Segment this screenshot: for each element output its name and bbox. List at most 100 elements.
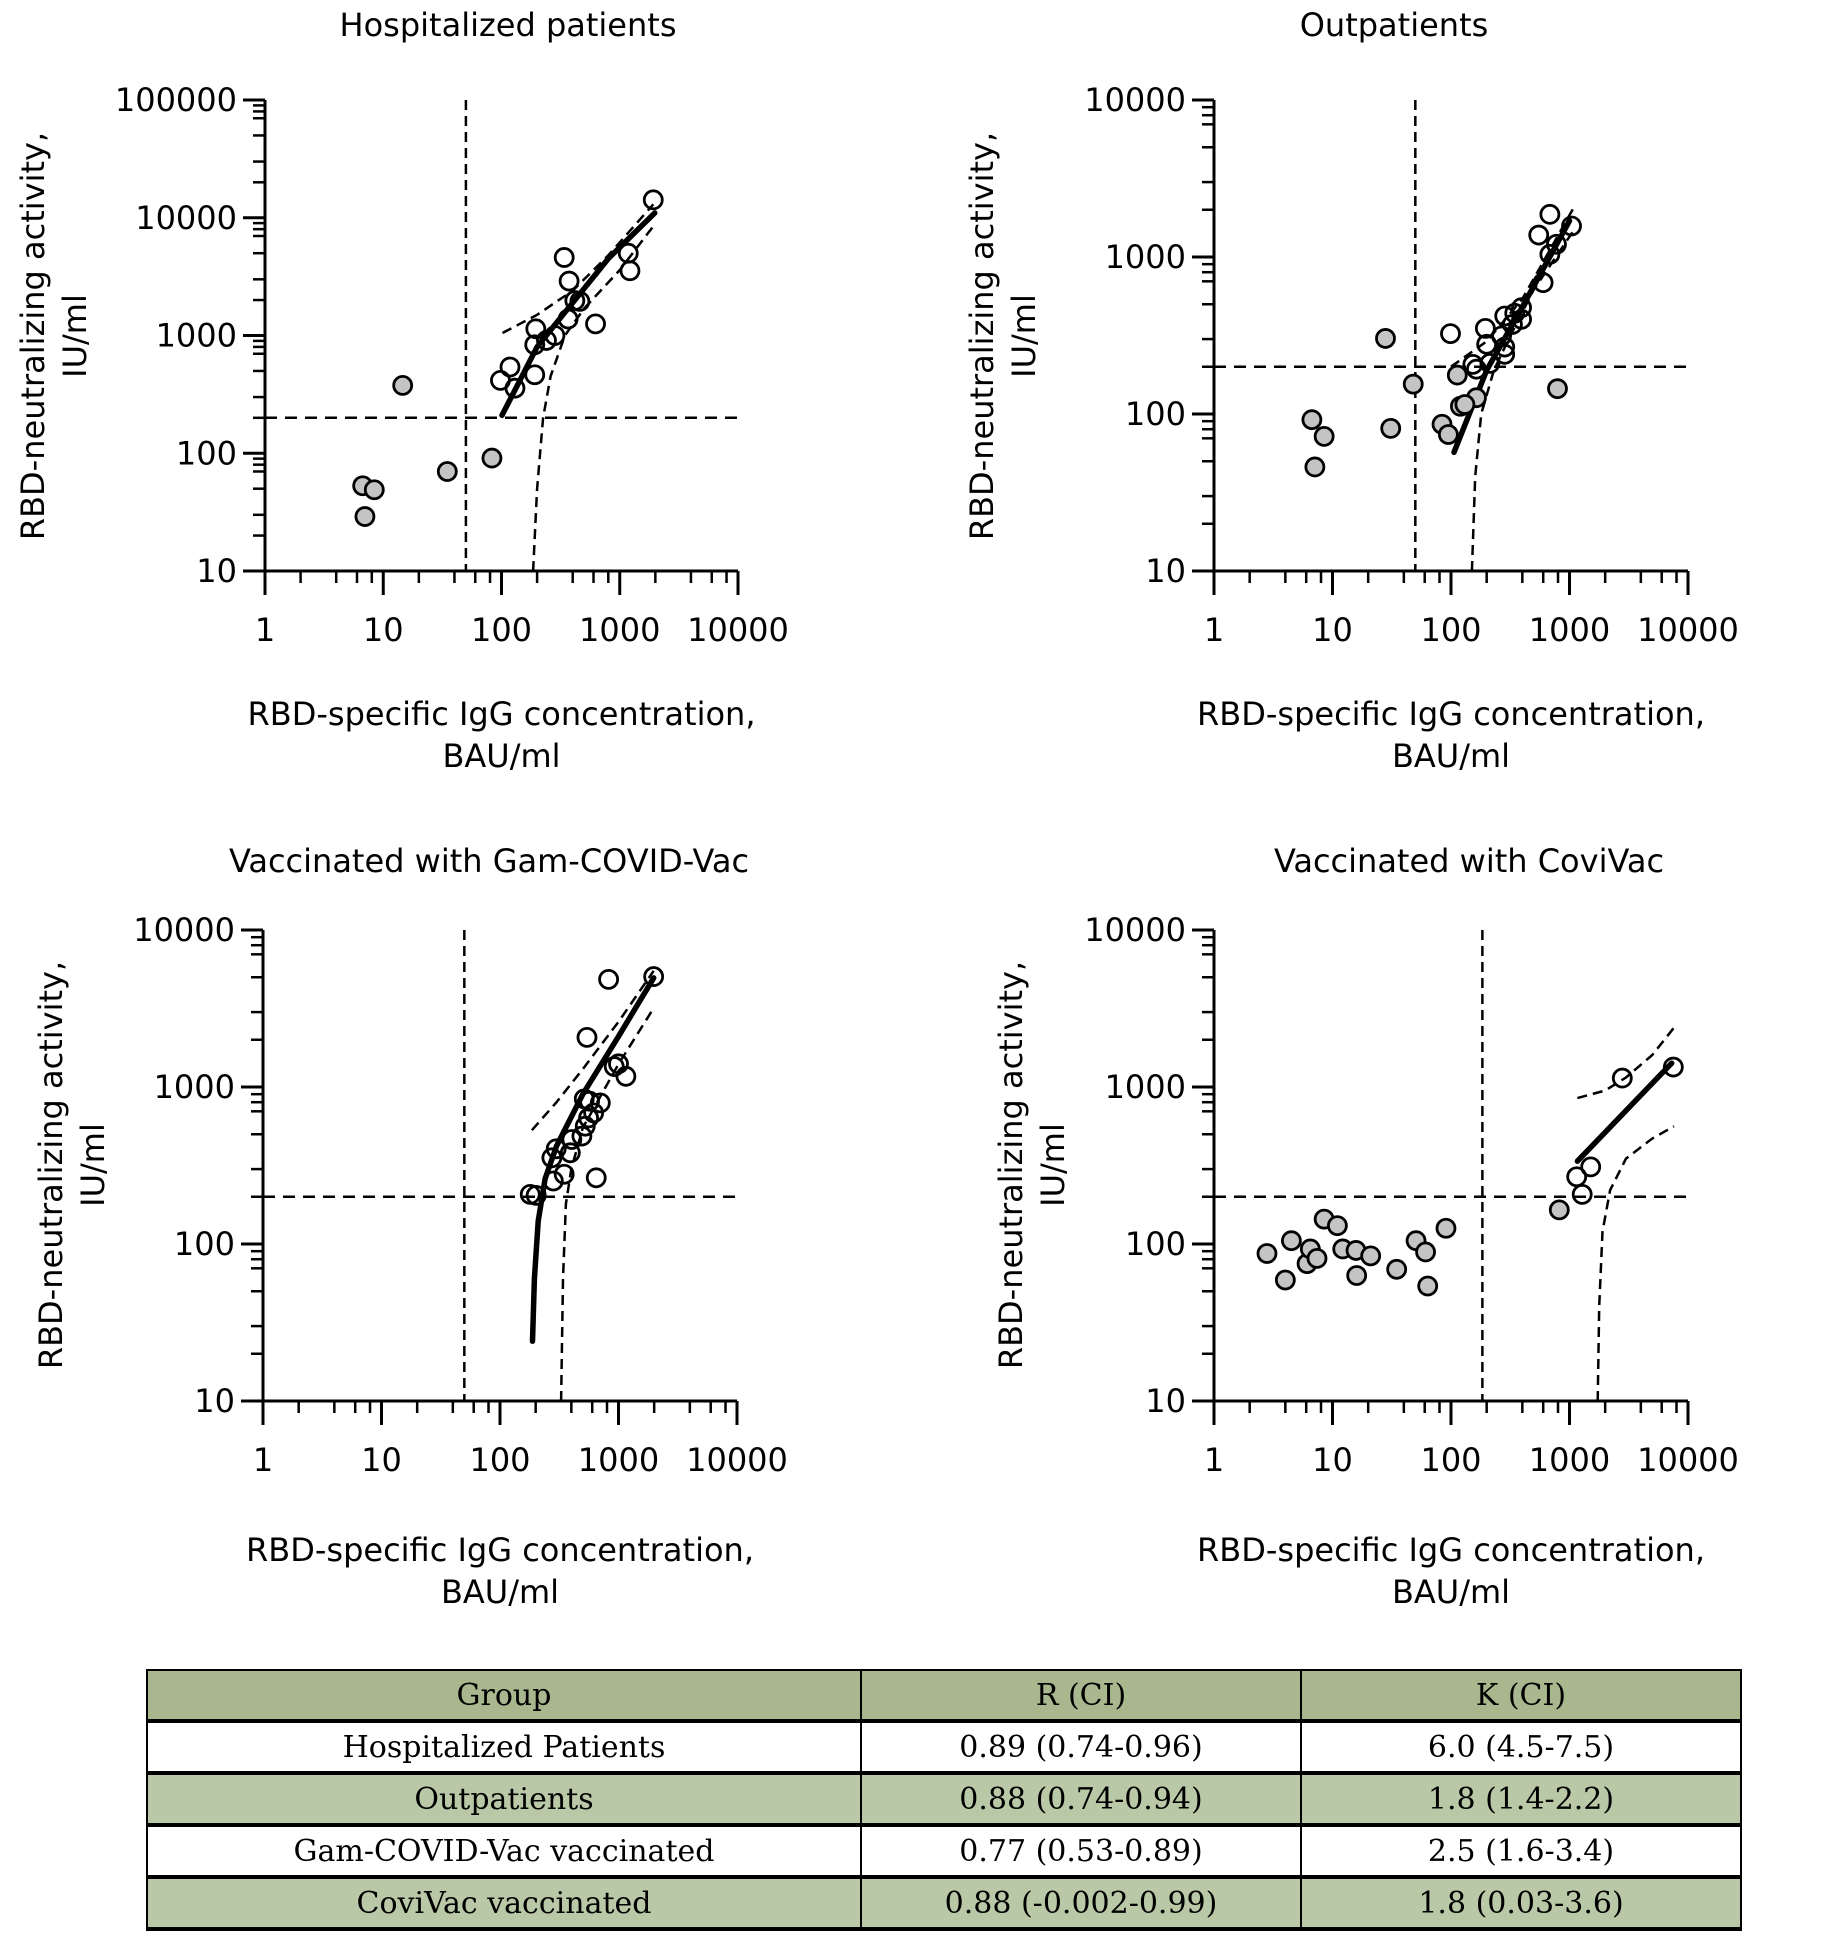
panel-hospitalized: Hospitalized patients 10 100 1000 10000 10000… [14,6,789,775]
x-tick-label: 1 [1204,611,1224,649]
x-axis-label-line: RBD-specific IgG concentration, [246,1531,754,1569]
y-tick-label: 100000 [115,81,237,119]
data-point-below-threshold [354,506,376,527]
data-point-above-threshold [1539,203,1561,225]
panel-title: Vaccinated with CoviVac [1274,842,1664,880]
data-point-above-threshold [1561,215,1582,237]
x-axis-label-line: RBD-specific IgG concentration, [248,695,756,733]
data-point-above-threshold [542,1170,564,1192]
ci-upper-curve [530,970,655,1132]
data-point-below-threshold [1306,1247,1328,1269]
y-axis-label-line: IU/ml [56,294,94,378]
y-axis-label-line: RBD-neutralizing activity, [32,961,70,1369]
y-tick-label: 10 [1145,1382,1186,1420]
data-point-below-threshold [1327,1215,1348,1236]
data-point-above-threshold [525,318,547,340]
data-point-below-threshold [1548,1199,1570,1221]
x-axis-label-line: BAU/ml [442,737,560,775]
data-point-below-threshold [1256,1243,1278,1264]
y-axis-label-line: IU/ml [1034,1123,1072,1207]
fit-line [1574,1060,1675,1164]
data-point-above-threshold [571,1125,593,1147]
stats-table: Group R (CI) K (CI) Hospitalized Patient… [146,1669,1742,1931]
x-axis-label: RBD-specific IgG concentration, BAU/ml [1197,695,1705,775]
cell-group: Outpatients [146,1772,862,1826]
table-row: CoviVac vaccinated 0.88 (-0.002-0.99) 1.… [146,1876,1742,1930]
data-point-above-threshold [598,968,619,990]
header-k-ci: K (CI) [1300,1669,1742,1722]
cell-r: 0.88 (-0.002-0.99) [860,1876,1302,1930]
data-point-below-threshold [481,447,503,469]
y-tick-label: 100 [1125,1225,1186,1263]
ci-lower-curve [559,1007,655,1402]
data-point-above-threshold [541,1147,563,1169]
x-tick-label: 1000 [579,611,660,649]
x-tick-label: 100 [469,1441,530,1479]
x-tick-label: 10 [1312,1441,1353,1479]
x-tick-label: 1000 [1529,1441,1610,1479]
y-tick-label: 10000 [133,911,235,949]
data-point-above-threshold [585,1167,607,1189]
data-point-below-threshold [1313,425,1335,447]
data-point-below-threshold [1547,378,1568,400]
y-axis-label-line: IU/ml [1005,294,1043,378]
data-point-above-threshold [524,364,546,386]
y-tick-label: 100 [1125,395,1186,433]
data-point-above-threshold [574,1115,596,1137]
x-tick-label: 10000 [1637,611,1739,649]
y-axis-label-line: RBD-neutralizing activity, [992,961,1030,1369]
panel-title: Hospitalized patients [340,6,677,44]
data-point-above-threshold [619,260,641,282]
header-group: Group [146,1669,862,1722]
x-axis-label-line: BAU/ml [1392,737,1510,775]
x-tick-label: 1 [253,1441,273,1479]
x-tick-label: 1000 [578,1441,659,1479]
data-point-above-threshold [1502,314,1523,335]
data-point-above-threshold [504,377,526,399]
fit-line [499,210,658,419]
data-point-below-threshold [1380,417,1402,439]
y-tick-label: 10 [1145,552,1186,590]
data-point-below-threshold [1301,409,1323,431]
y-axis-label: RBD-neutralizing activity, IU/ml [992,961,1072,1369]
y-axis-label-line: RBD-neutralizing activity, [963,132,1001,540]
x-tick-label: 100 [471,611,532,649]
data-point-above-threshold [525,1184,547,1206]
data-point-above-threshold [642,189,664,211]
x-axis-label: RBD-specific IgG concentration, BAU/ml [248,695,756,775]
y-tick-label: 10 [194,1382,235,1420]
table-header-row: Group R (CI) K (CI) [146,1669,1742,1722]
cell-r: 0.88 (0.74-0.94) [860,1772,1302,1826]
data-point-above-threshold [524,334,546,356]
x-tick-label: 1000 [1529,611,1610,649]
table-row: Gam-COVID-Vac vaccinated 0.77 (0.53-0.89… [146,1824,1742,1878]
data-point-above-threshold [559,1142,581,1164]
cell-group: CoviVac vaccinated [146,1876,862,1930]
data-point-below-threshold [1346,1265,1368,1286]
data-point-above-threshold [553,247,575,268]
cell-k: 1.8 (1.4-2.2) [1300,1772,1742,1826]
data-point-above-threshold [615,1065,637,1087]
cell-k: 2.5 (1.6-3.4) [1300,1824,1742,1878]
panel-title: Vaccinated with Gam-COVID-Vac [229,842,749,880]
data-point-below-threshold [1435,1217,1457,1239]
x-axis-label: RBD-specific IgG concentration, BAU/ml [1197,1531,1705,1611]
data-point-below-threshold [1454,394,1476,415]
data-point-above-threshold [536,330,557,351]
y-tick-label: 1000 [1105,238,1186,276]
header-r-ci: R (CI) [860,1669,1302,1722]
x-tick-label: 10000 [686,1441,788,1479]
y-tick-label: 10000 [135,199,237,237]
x-tick-label: 10000 [687,611,789,649]
x-tick-label: 1 [1204,1441,1224,1479]
x-tick-label: 100 [1420,1441,1481,1479]
y-tick-label: 1000 [1105,1068,1186,1106]
data-point-above-threshold [1580,1156,1602,1178]
y-axis-label-line: RBD-neutralizing activity, [14,132,52,540]
y-tick-label: 1000 [154,1068,235,1106]
data-point-above-threshold [1479,353,1501,374]
cell-group: Hospitalized Patients [146,1720,862,1774]
panel-gam-covid-vac: Vaccinated with Gam-COVID-Vac 10 100 1000 10… [32,842,788,1611]
cell-k: 6.0 (4.5-7.5) [1300,1720,1742,1774]
x-tick-label: 100 [1420,611,1481,649]
